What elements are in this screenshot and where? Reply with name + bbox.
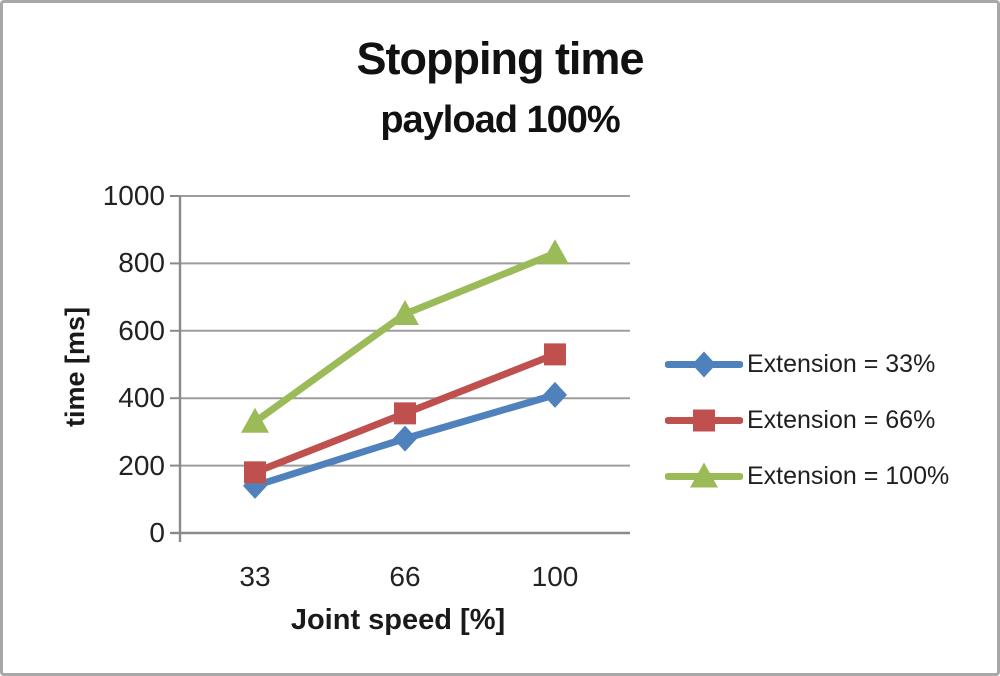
x-axis-title: Joint speed [%] bbox=[290, 604, 506, 636]
chart-title: Stopping time bbox=[356, 33, 645, 84]
triangle-marker-icon bbox=[241, 407, 269, 433]
y-tick-label: 600 bbox=[118, 314, 165, 346]
diamond-marker-icon bbox=[393, 425, 417, 452]
legend-item: Extension = 33% bbox=[665, 347, 949, 382]
square-marker-icon bbox=[394, 402, 416, 425]
triangle-marker-icon bbox=[541, 239, 569, 265]
x-tick-label: 66 bbox=[389, 561, 421, 592]
legend-marker-diamond-icon bbox=[665, 351, 743, 378]
x-tick-label: 33 bbox=[239, 561, 271, 592]
chart-subtitle: payload 100% bbox=[380, 99, 620, 141]
y-tick-label: 0 bbox=[149, 517, 165, 548]
legend: Extension = 33% Extension = 66% Extension … bbox=[665, 347, 949, 494]
x-tick-label: 100 bbox=[531, 561, 579, 592]
legend-item: Extension = 100% bbox=[665, 459, 949, 494]
diamond-marker-icon bbox=[543, 381, 567, 408]
square-marker-icon bbox=[693, 409, 715, 432]
y-tick-label: 800 bbox=[118, 247, 165, 279]
plot-area bbox=[170, 195, 630, 542]
legend-marker-triangle-icon bbox=[665, 462, 743, 488]
legend-label: Extension = 66% bbox=[747, 406, 936, 434]
legend-label: Extension = 33% bbox=[747, 350, 936, 378]
series-line-2 bbox=[251, 249, 559, 426]
y-tick-label: 1000 bbox=[102, 180, 165, 211]
y-tick-label: 400 bbox=[118, 382, 165, 414]
y-axis-title: time [ms] bbox=[60, 306, 90, 428]
square-marker-icon bbox=[544, 343, 566, 366]
legend-label: Extension = 100% bbox=[747, 462, 950, 490]
triangle-marker-icon bbox=[690, 462, 718, 488]
legend-marker-square-icon bbox=[665, 409, 743, 432]
triangle-marker-icon bbox=[391, 299, 419, 325]
diamond-marker-icon bbox=[692, 351, 716, 378]
y-tick-label: 200 bbox=[118, 449, 165, 481]
legend-item: Extension = 66% bbox=[665, 403, 949, 438]
square-marker-icon bbox=[244, 461, 266, 484]
